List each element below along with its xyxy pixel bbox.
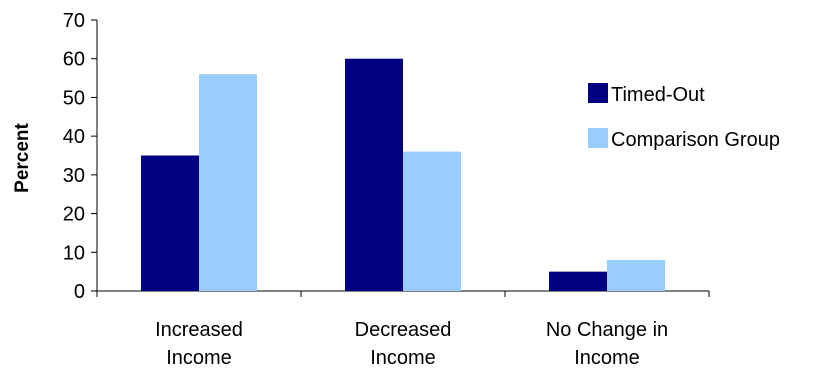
legend-swatch (588, 83, 608, 103)
legend-swatch (588, 128, 608, 148)
bar-timed-out (345, 58, 403, 291)
category-label: Decreased Income (355, 319, 452, 369)
bar-timed-out (141, 155, 199, 291)
y-tick-labels: 0 10 20 30 40 50 60 70 (63, 10, 85, 303)
y-tick-label: 70 (63, 10, 85, 32)
bar-timed-out (549, 271, 607, 291)
y-tick-label: 10 (63, 242, 85, 264)
y-tick-label: 40 (63, 126, 85, 148)
y-tick-label: 0 (74, 281, 85, 303)
legend-label: Timed-Out (611, 84, 705, 106)
category-label: Increased Income (155, 319, 243, 369)
bar-comparison-group (199, 74, 257, 291)
bar-comparison-group (607, 260, 665, 291)
y-tick-label: 60 (63, 49, 85, 71)
bar-comparison-group (403, 151, 461, 291)
category-label: No Change in Income (546, 319, 668, 369)
bars (141, 58, 665, 291)
y-tick-label: 50 (63, 87, 85, 109)
category-labels: Increased Income Decreased Income No Change … (155, 319, 668, 369)
legend: Timed-Out Comparison Group (588, 83, 780, 151)
y-tick-label: 20 (63, 204, 85, 226)
legend-label: Comparison Group (611, 129, 780, 151)
y-axis-title: Percent (12, 122, 33, 192)
y-tick-label: 30 (63, 165, 85, 187)
